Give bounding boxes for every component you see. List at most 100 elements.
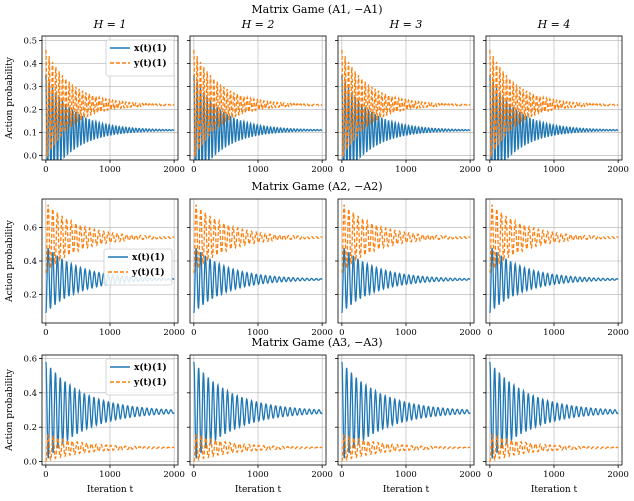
legend-box <box>105 39 175 77</box>
x-tick-label: 1000 <box>99 470 121 480</box>
y-series-line <box>45 49 175 158</box>
x-tick-label: 0 <box>43 328 48 338</box>
x-tick-label: 0 <box>487 470 492 480</box>
subplot-r3-c2: 0 1000 2000 Iteration t <box>187 354 333 495</box>
x-tick-label: 2000 <box>459 328 481 338</box>
y-series-line <box>45 204 175 273</box>
y-tick-label: 0.6 <box>23 223 37 233</box>
x-tick-label: 2000 <box>311 470 333 480</box>
y-series-line <box>341 204 471 273</box>
x-axis-label: Iteration t <box>383 485 430 495</box>
x-axis-label: Iteration t <box>531 485 578 495</box>
legend: x(t)(1) y(t)(1) <box>103 248 173 286</box>
legend-label: y(t)(1) <box>133 58 167 69</box>
panel-title: H = 2 <box>241 18 275 31</box>
subplot-r3-c4: 0 1000 2000 Iteration t <box>483 354 629 495</box>
y-series-line <box>193 433 323 462</box>
x-tick-label: 0 <box>339 470 344 480</box>
x-tick-label: 2000 <box>163 165 185 175</box>
subplot-r3-c3: 0 1000 2000 Iteration t <box>335 354 481 495</box>
y-tick-label: 0.2 <box>23 423 37 433</box>
x-tick-label: 2000 <box>311 328 333 338</box>
x-series-line <box>45 75 175 160</box>
x-series-line <box>193 361 323 459</box>
x-tick-label: 1000 <box>395 328 417 338</box>
subplot-r1-c4: H = 4 0 1000 2000 <box>483 18 629 175</box>
panel-title: H = 3 <box>389 18 423 31</box>
x-tick-label: 0 <box>191 470 196 480</box>
legend: x(t)(1) y(t)(1) <box>105 358 175 396</box>
subplot-r1-c3: H = 3 0 1000 2000 <box>335 18 481 175</box>
row-title-1: Matrix Game (A1, −A1) <box>251 3 382 16</box>
x-series-line <box>45 361 175 459</box>
y-tick-label: 0.1 <box>23 128 37 138</box>
x-axis-label: Iteration t <box>87 485 134 495</box>
x-tick-label: 1000 <box>543 470 565 480</box>
x-tick-label: 1000 <box>99 328 121 338</box>
y-series-line <box>193 204 323 273</box>
y-series-line <box>45 433 175 462</box>
y-tick-label: 0.4 <box>23 60 37 70</box>
x-tick-label: 0 <box>339 328 344 338</box>
y-axis-label: Action probability <box>5 219 15 303</box>
legend-label: y(t)(1) <box>131 267 165 278</box>
y-tick-label: 0.6 <box>23 354 37 364</box>
subplot-r3-c1: 0 1000 2000 0.0 0.2 0.4 0.6 Action probability I… <box>5 354 185 495</box>
legend-box <box>103 248 173 286</box>
x-tick-label: 2000 <box>459 165 481 175</box>
x-tick-label: 1000 <box>543 328 565 338</box>
y-tick-label: 0.5 <box>23 37 37 47</box>
x-tick-label: 1000 <box>543 165 565 175</box>
y-tick-label: 0.4 <box>23 257 37 267</box>
x-tick-label: 1000 <box>247 165 269 175</box>
x-tick-label: 2000 <box>163 328 185 338</box>
x-tick-label: 1000 <box>247 470 269 480</box>
x-tick-label: 0 <box>487 328 492 338</box>
subplot-r2-c2: 0 1000 2000 <box>187 198 333 338</box>
legend-label: x(t)(1) <box>134 43 167 54</box>
y-series-line <box>193 49 323 158</box>
x-tick-label: 0 <box>43 165 48 175</box>
legend-box <box>105 358 175 396</box>
panel-title: H = 4 <box>537 18 571 31</box>
panel-title: H = 1 <box>93 18 127 31</box>
subplot-r2-c4: 0 1000 2000 <box>483 198 629 338</box>
x-tick-label: 0 <box>191 328 196 338</box>
y-tick-label: 0.0 <box>23 151 37 161</box>
x-tick-label: 0 <box>487 165 492 175</box>
x-series-line <box>341 361 471 459</box>
x-tick-label: 2000 <box>607 328 629 338</box>
x-series-line <box>341 248 471 314</box>
x-tick-label: 2000 <box>607 470 629 480</box>
x-tick-label: 1000 <box>247 328 269 338</box>
x-series-line <box>193 248 323 314</box>
row-title-2: Matrix Game (A2, −A2) <box>251 180 382 193</box>
x-tick-label: 1000 <box>99 165 121 175</box>
y-tick-label: 0.0 <box>23 458 37 468</box>
y-series-line <box>341 49 471 158</box>
row-title-3: Matrix Game (A3, −A3) <box>251 336 382 349</box>
subplot-r2-c3: 0 1000 2000 <box>335 198 481 338</box>
y-axis-label: Action probability <box>5 56 15 140</box>
x-series-line <box>193 75 323 160</box>
x-tick-label: 0 <box>191 165 196 175</box>
y-series-line <box>341 433 471 462</box>
y-series-line <box>489 204 619 273</box>
x-tick-label: 2000 <box>163 470 185 480</box>
x-tick-label: 2000 <box>311 165 333 175</box>
x-tick-label: 0 <box>43 470 48 480</box>
x-tick-label: 1000 <box>395 165 417 175</box>
x-tick-label: 2000 <box>607 165 629 175</box>
x-axis-label: Iteration t <box>235 485 282 495</box>
x-series-line <box>489 361 619 459</box>
legend-label: x(t)(1) <box>132 252 165 263</box>
x-tick-label: 0 <box>339 165 344 175</box>
y-series-line <box>489 49 619 158</box>
x-series-line <box>489 248 619 314</box>
legend-label: y(t)(1) <box>133 377 167 388</box>
x-series-line <box>489 75 619 160</box>
y-axis-label: Action probability <box>5 368 15 452</box>
subplot-r2-c1: 0 1000 2000 0.2 0.4 0.6 Action probability x(t)… <box>5 198 185 338</box>
x-series-line <box>341 75 471 160</box>
